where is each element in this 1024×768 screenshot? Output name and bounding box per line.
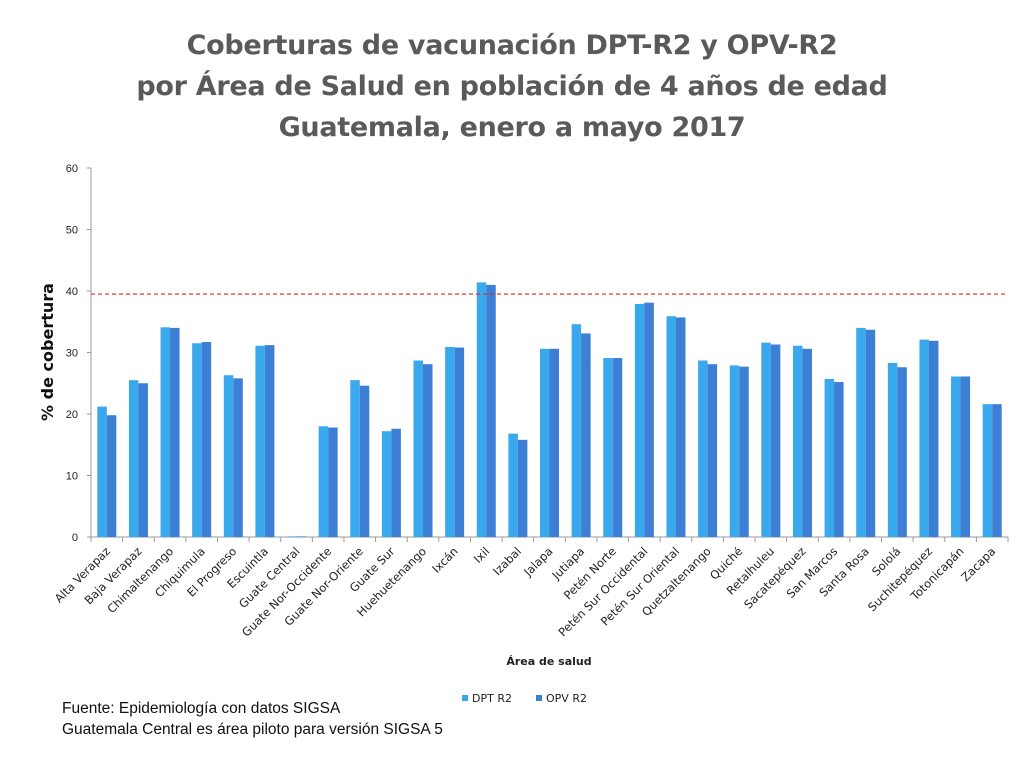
bar-opv-r2 [201,342,212,537]
x-category-label: Izabal [490,544,524,578]
x-axis-title: Área de salud [506,655,591,668]
bar-dpt-r2 [792,345,803,537]
legend-swatch [462,695,468,701]
bar-dpt-r2 [318,426,329,537]
bar-opv-r2 [644,302,654,537]
bar-opv-r2 [612,358,623,537]
bar-dpt-r2 [350,380,360,537]
bar-dpt-r2 [603,358,613,537]
bar-dpt-r2 [761,342,771,537]
legend-label: DPT R2 [472,692,512,705]
chart-title-line-2: por Área de Salud en población de 4 años… [136,71,888,102]
bar-dpt-r2 [445,346,455,537]
x-category-label: Zacapa [958,544,998,584]
bar-opv-r2 [675,317,686,537]
bar-opv-r2 [264,345,275,537]
bar-opv-r2 [897,367,907,537]
bar-dpt-r2 [982,404,993,537]
bar-opv-r2 [233,378,243,537]
y-tick-label: 50 [66,225,78,237]
bar-opv-r2 [138,383,148,537]
source-note: Fuente: Epidemiología con datos SIGSA [62,700,341,717]
bar-dpt-r2 [287,536,297,537]
bar-opv-r2 [707,364,718,537]
pilot-note: Guatemala Central es área piloto para ve… [62,721,443,738]
bar-opv-r2 [517,439,528,537]
bar-dpt-r2 [255,345,265,537]
bar-opv-r2 [296,536,307,537]
y-tick-label: 0 [72,532,78,544]
bar-opv-r2 [834,382,844,537]
bar-opv-r2 [454,347,465,537]
bar-dpt-r2 [634,303,645,537]
bar-dpt-r2 [223,375,234,537]
bar-opv-r2 [359,385,370,537]
y-tick-label: 60 [66,163,78,175]
bar-opv-r2 [486,284,496,537]
bar-opv-r2 [770,344,781,537]
bar-dpt-r2 [160,327,171,537]
y-tick-label: 20 [66,409,78,421]
bar-dpt-r2 [887,362,898,537]
bar-opv-r2 [170,327,180,537]
bar-dpt-r2 [192,343,202,537]
bar-dpt-r2 [951,376,961,537]
bar-dpt-r2 [729,365,740,537]
bar-dpt-r2 [508,433,518,537]
chart-title-line-3: Guatemala, enero a mayo 2017 [278,112,746,143]
bar-opv-r2 [328,427,338,537]
legend-swatch [536,695,542,701]
y-axis-title: % de cobertura [38,283,57,421]
bar-opv-r2 [549,348,559,537]
chart-title-line-1: Coberturas de vacunación DPT-R2 y OPV-R2 [186,30,838,61]
bar-opv-r2 [865,329,876,537]
legend-label: OPV R2 [546,692,587,705]
x-category-label: Ixil [471,544,493,566]
bar-dpt-r2 [381,431,392,537]
bar-opv-r2 [423,364,433,537]
bar-dpt-r2 [413,360,424,537]
y-tick-label: 10 [66,471,78,483]
bar-dpt-r2 [698,360,708,537]
x-category-label: Ixcán [429,544,461,576]
y-tick-label: 30 [66,348,78,360]
bar-opv-r2 [106,415,117,537]
bar-opv-r2 [391,428,401,537]
bar-opv-r2 [992,404,1002,537]
bar-dpt-r2 [540,348,550,537]
bar-dpt-r2 [919,339,929,537]
bar-opv-r2 [802,348,812,537]
bar-dpt-r2 [571,324,582,537]
bar-opv-r2 [739,366,749,537]
y-tick-label: 40 [66,286,78,298]
bar-dpt-r2 [856,327,866,537]
bar-opv-r2 [928,340,939,537]
bar-dpt-r2 [824,378,835,537]
bar-dpt-r2 [128,380,139,537]
bar-opv-r2 [581,333,591,537]
bar-dpt-r2 [476,282,487,537]
bar-dpt-r2 [97,406,107,537]
bar-dpt-r2 [666,316,676,537]
bar-opv-r2 [960,376,971,537]
